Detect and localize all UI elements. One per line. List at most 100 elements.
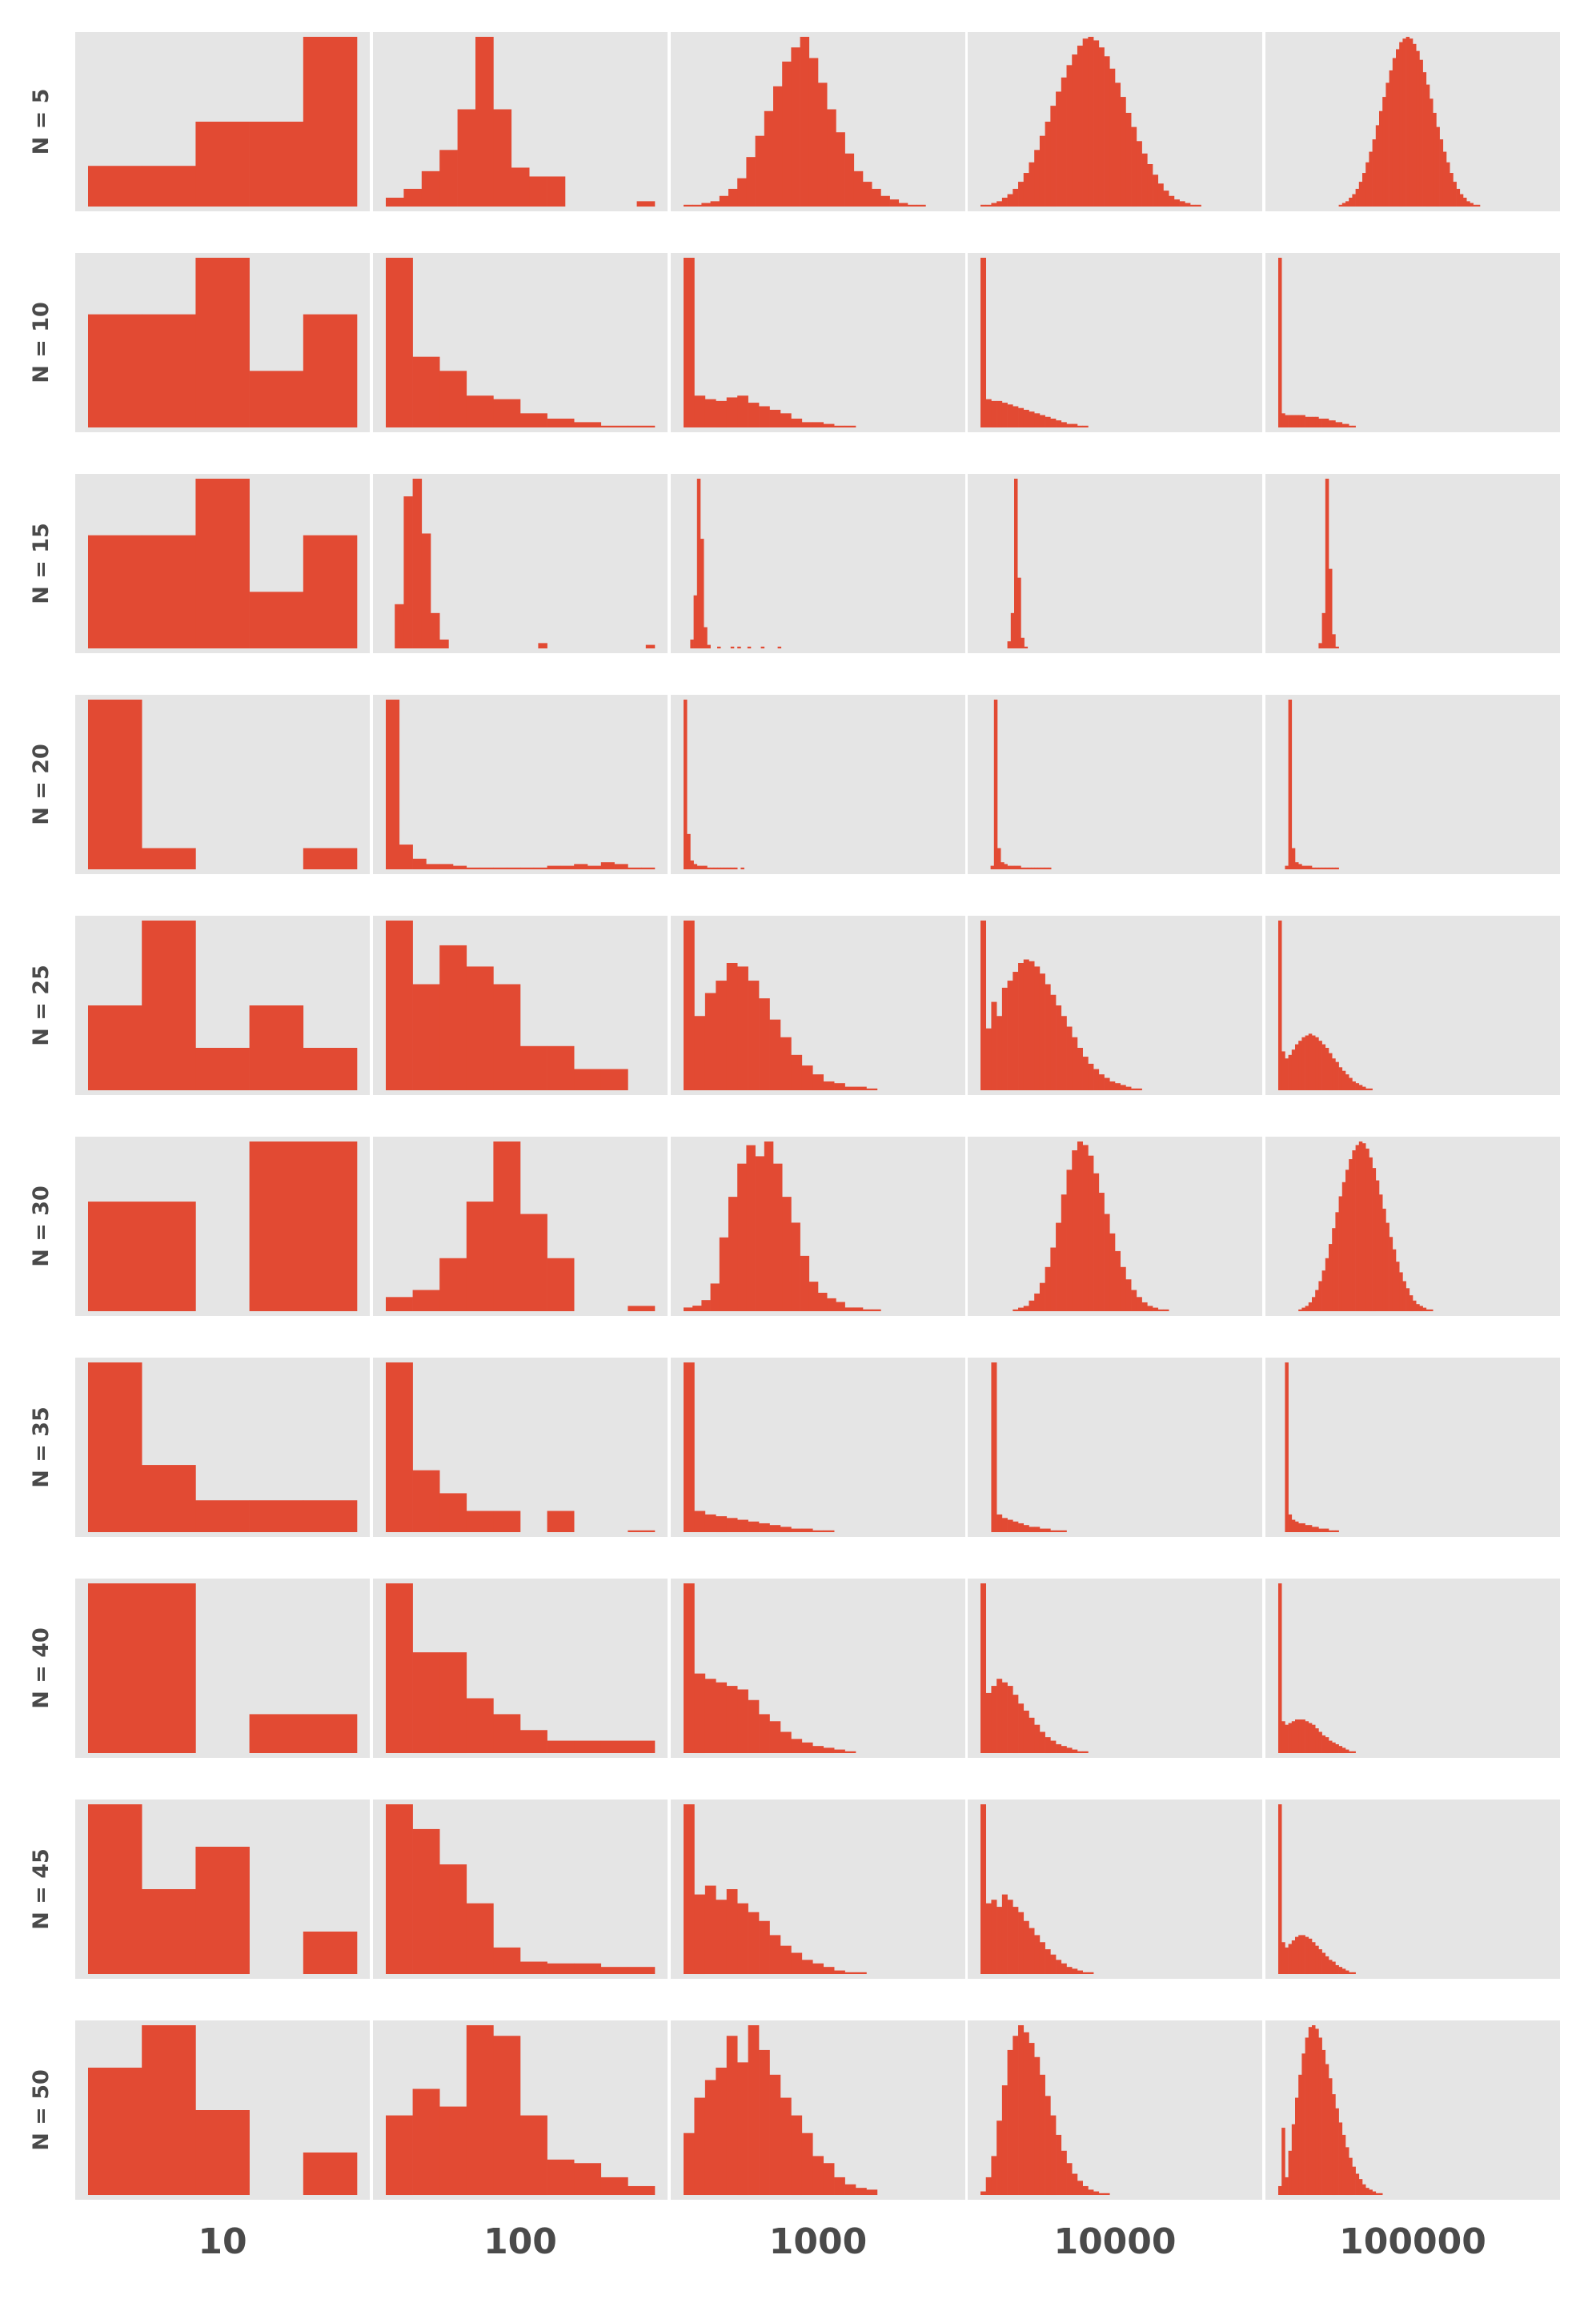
histogram-bar — [628, 1530, 656, 1532]
histogram-bar — [1285, 1724, 1289, 1753]
panel-background — [1265, 695, 1560, 874]
histogram-bar — [1329, 1053, 1333, 1091]
histogram-bar — [908, 204, 917, 207]
histogram-bar — [1061, 1016, 1067, 1090]
histogram-bar — [1295, 1936, 1299, 1975]
histogram-bar — [726, 1889, 738, 1974]
histogram-bar — [1433, 112, 1437, 207]
histogram-bar — [1446, 162, 1450, 207]
histogram-bar — [421, 533, 431, 648]
panel-r2-c2 — [671, 474, 965, 653]
histogram-bar — [1056, 420, 1062, 427]
histogram-bar — [1318, 418, 1322, 427]
histogram-bar — [1298, 1523, 1302, 1532]
histogram-bar — [1413, 43, 1417, 207]
histogram-bar — [1034, 1724, 1041, 1753]
histogram-bar — [1470, 203, 1474, 207]
histogram-bar — [1027, 867, 1032, 869]
histogram-bar — [1291, 1721, 1296, 1753]
histogram-bar — [493, 867, 507, 869]
histogram-bar — [88, 1583, 142, 1753]
histogram-bar — [1278, 2185, 1282, 2195]
panel-r9-c2 — [671, 2020, 965, 2200]
histogram-bar — [520, 1961, 547, 1974]
histogram-bar — [1001, 1518, 1008, 1532]
histogram-bar — [818, 1292, 828, 1311]
histogram-bar — [1365, 162, 1369, 207]
histogram-bar — [1014, 479, 1018, 648]
histogram-bar — [694, 395, 706, 427]
histogram-bar — [1072, 1037, 1078, 1090]
histogram-bar — [1039, 1528, 1045, 1532]
histogram-bar — [719, 195, 729, 207]
histogram-bar — [1010, 865, 1015, 869]
histogram-bar — [547, 176, 566, 207]
histogram-bar — [1109, 1233, 1116, 1311]
histogram-bar — [1029, 961, 1035, 1090]
histogram-bar — [1104, 56, 1110, 207]
histogram-bar — [1406, 1288, 1410, 1311]
histogram-bar — [1450, 173, 1454, 207]
histogram-bar — [755, 1156, 765, 1311]
histogram-bar — [737, 178, 747, 207]
histogram-bar — [466, 1511, 494, 1532]
histogram-bar — [700, 865, 704, 869]
histogram-bar — [684, 921, 695, 1090]
histogram-bar — [1321, 1044, 1326, 1090]
column-label: 100 — [483, 2221, 557, 2262]
histogram-bar — [538, 643, 547, 649]
panel-r6-c4 — [1265, 1358, 1560, 1537]
histogram-bar — [1365, 2188, 1369, 2195]
histogram-bar — [466, 1903, 494, 1974]
histogram-bar — [1301, 1523, 1305, 1532]
histogram-bar — [1093, 1069, 1100, 1090]
histogram-bar — [1136, 1297, 1142, 1311]
histogram-bar — [769, 2074, 781, 2195]
histogram-bar — [1305, 2037, 1309, 2195]
panel-r9-c4 — [1265, 2020, 1560, 2200]
histogram-bar — [863, 1309, 872, 1311]
histogram-bar — [996, 400, 1003, 428]
histogram-bar — [1459, 194, 1464, 207]
histogram-bar — [142, 2025, 196, 2195]
histogram-bar — [1050, 106, 1057, 207]
histogram-bar — [1362, 173, 1366, 207]
column-labels-layer: 10 100 1000 10000 100000 — [198, 2221, 1486, 2262]
histogram-bar — [1082, 2185, 1089, 2195]
histogram-bar — [748, 403, 760, 427]
histogram-bar — [996, 1679, 1003, 1753]
histogram-bar — [844, 153, 855, 207]
histogram-bar — [1349, 1751, 1353, 1753]
histogram-bar — [1190, 204, 1197, 207]
histogram-bar — [1399, 1272, 1403, 1311]
histogram-bar — [1077, 1048, 1083, 1090]
histogram-bar — [1301, 2053, 1305, 2195]
histogram-bar — [1023, 2032, 1029, 2195]
histogram-bar — [1288, 1944, 1293, 1974]
row-label: N = 30 — [29, 1186, 54, 1267]
histogram-bar — [303, 2153, 358, 2195]
histogram-bar — [684, 1362, 695, 1532]
histogram-bar — [142, 314, 196, 427]
histogram-bar — [1352, 425, 1356, 427]
histogram-bar — [249, 1141, 304, 1311]
histogram-bar — [1045, 1266, 1051, 1311]
histogram-bar — [730, 646, 735, 648]
panel-r6-c0 — [75, 1358, 370, 1537]
panel-r6-c2 — [671, 1358, 965, 1537]
histogram-bar — [386, 921, 413, 1090]
histogram-bar — [769, 1935, 781, 1974]
histogram-bar — [1325, 418, 1329, 427]
histogram-bar — [439, 150, 458, 207]
histogram-bar — [1332, 1742, 1336, 1753]
histogram-bar — [1066, 65, 1073, 207]
histogram-bar — [493, 2036, 521, 2195]
panel-r4-c3 — [968, 916, 1262, 1095]
histogram-bar — [710, 201, 720, 207]
panel-background — [968, 695, 1262, 874]
histogram-bar — [710, 1283, 720, 1311]
histogram-bar — [980, 921, 987, 1090]
panel-r7-c1 — [373, 1579, 668, 1758]
histogram-bar — [1325, 479, 1329, 648]
histogram-bar — [1291, 1049, 1296, 1090]
